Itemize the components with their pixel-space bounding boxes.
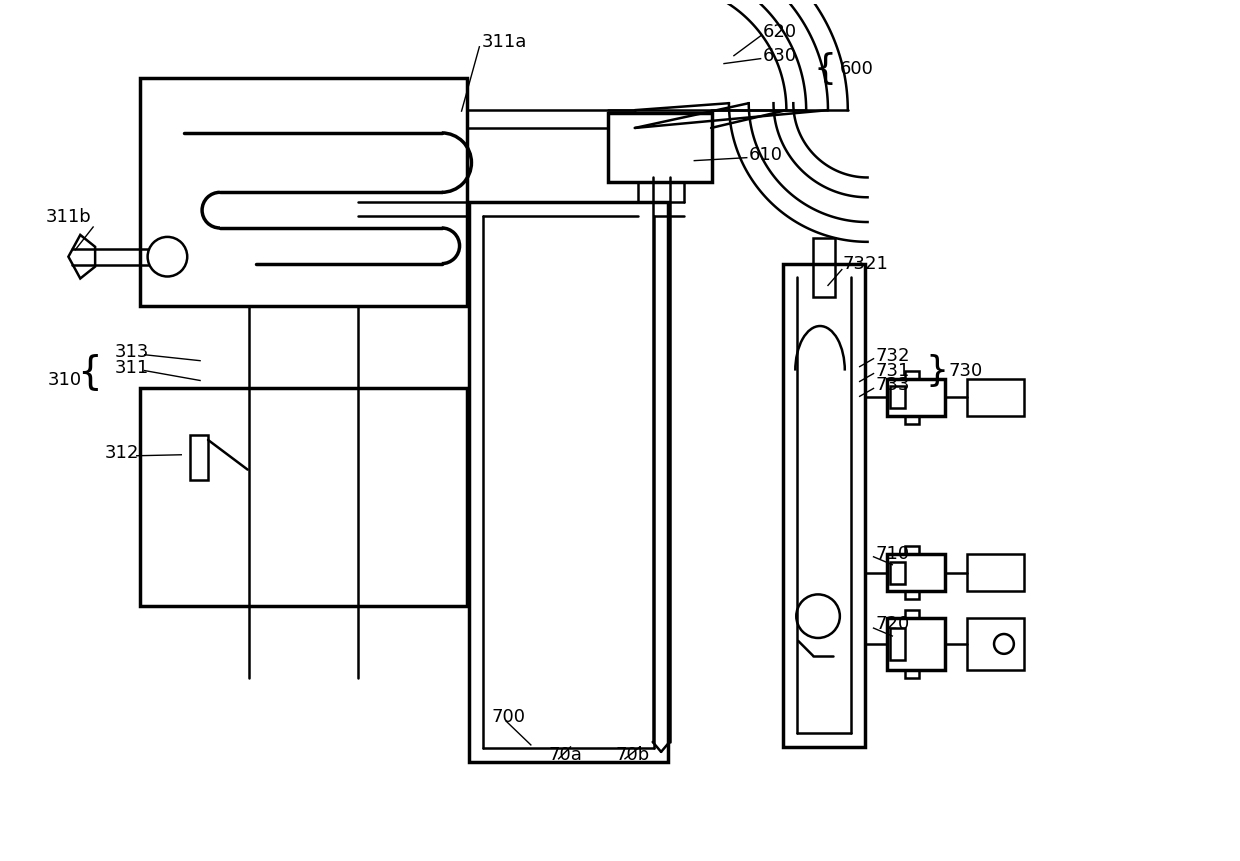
Text: 7321: 7321 [843, 255, 889, 273]
Bar [890, 561, 905, 584]
Text: {: { [813, 52, 836, 85]
Text: {: { [77, 352, 102, 391]
Text: 70a: 70a [548, 746, 583, 764]
Bar [905, 610, 919, 618]
Text: 311: 311 [115, 359, 149, 376]
Bar [470, 202, 667, 762]
Text: 313: 313 [115, 343, 149, 361]
Bar [140, 78, 466, 307]
Bar [813, 238, 835, 297]
Text: 731: 731 [875, 362, 910, 380]
Bar [890, 387, 905, 408]
Bar [905, 546, 919, 554]
Bar [140, 388, 466, 606]
Bar [905, 416, 919, 424]
Bar [905, 670, 919, 678]
Bar [888, 554, 945, 592]
Text: 311b: 311b [46, 208, 92, 226]
Text: }: } [925, 354, 949, 387]
Text: 311a: 311a [481, 33, 527, 51]
Text: 610: 610 [749, 146, 782, 164]
Bar [890, 628, 905, 660]
Text: 620: 620 [763, 23, 797, 40]
Bar [967, 554, 1024, 592]
Bar [967, 618, 1024, 670]
Text: 732: 732 [875, 347, 910, 365]
Text: 600: 600 [839, 59, 874, 77]
Text: 70b: 70b [615, 746, 650, 764]
Text: 310: 310 [47, 371, 82, 389]
Bar [905, 370, 919, 379]
Text: 720: 720 [875, 615, 910, 633]
Bar [888, 379, 945, 416]
Text: 312: 312 [105, 443, 139, 461]
Text: 730: 730 [949, 362, 983, 380]
Text: 733: 733 [875, 376, 910, 394]
Text: 710: 710 [875, 545, 910, 563]
Bar [967, 379, 1024, 416]
Bar [888, 618, 945, 670]
Bar [190, 435, 208, 480]
Bar [608, 113, 712, 183]
Text: 700: 700 [491, 709, 526, 726]
Bar [905, 592, 919, 599]
Bar [784, 263, 864, 746]
Text: 630: 630 [763, 46, 797, 65]
